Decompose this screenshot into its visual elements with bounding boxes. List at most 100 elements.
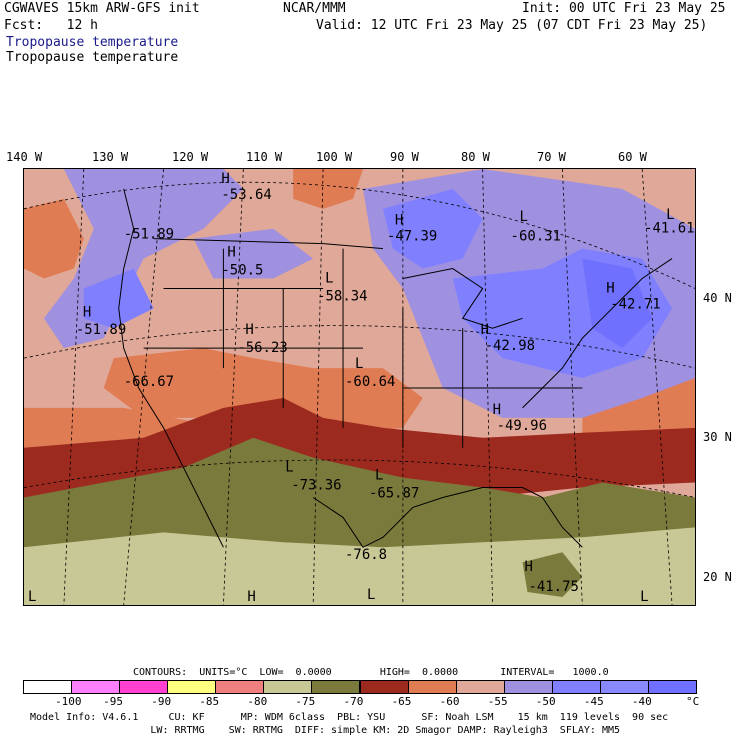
- colorbar-tick-label: -45: [583, 695, 604, 708]
- model-physics: LW: RRTMG SW: RRTMG DIFF: simple KM: 2D …: [30, 725, 621, 736]
- colorbar-swatch: [23, 680, 73, 694]
- value-label: -60.31: [511, 229, 561, 245]
- border-canada: [153, 238, 383, 250]
- valid-time: Valid: 12 UTC Fri 23 May 25 (07 CDT Fri …: [316, 18, 708, 33]
- value-label: -73.36: [291, 478, 341, 494]
- organization: NCAR/MMM: [283, 1, 346, 16]
- colorbar-tick-label: -90: [151, 695, 172, 708]
- high-marker: H: [83, 304, 91, 320]
- coastline-west: [118, 188, 224, 548]
- lon-label: 140 W: [6, 150, 43, 164]
- colorbar-tick-label: -95: [103, 695, 124, 708]
- colorbar: [23, 680, 697, 694]
- lon-label: 60 W: [618, 150, 647, 164]
- high-marker: H: [525, 559, 533, 575]
- lat-label: 20 N: [703, 570, 732, 584]
- colorbar-tick-label: -80: [247, 695, 268, 708]
- colorbar-tick-label: -70: [343, 695, 364, 708]
- graticule-line: [63, 169, 85, 605]
- colorbar-swatch: [263, 680, 313, 694]
- lon-label: 110 W: [246, 150, 283, 164]
- init-time: Init: 00 UTC Fri 23 May 25: [522, 1, 726, 16]
- colorbar-swatch: [407, 680, 457, 694]
- high-marker: H: [606, 280, 614, 296]
- field-band-olive: [24, 437, 695, 553]
- low-marker: L: [285, 460, 293, 476]
- low-marker: L: [666, 207, 674, 223]
- tropopause-temperature-map: H -53.64 -51.89 H -50.5 L -58.34 H -47.3…: [23, 168, 696, 606]
- graticule-line: [123, 169, 164, 605]
- model-info: Model Info: V4.6.1 CU: KF MP: WDM 6class…: [30, 712, 669, 723]
- lon-label: 100 W: [316, 150, 353, 164]
- colorbar-swatch: [167, 680, 217, 694]
- low-marker: L: [355, 356, 363, 372]
- value-label: -42.98: [485, 338, 535, 354]
- low-marker: L: [325, 270, 333, 286]
- value-label: -51.89: [76, 322, 126, 338]
- graticule-line: [312, 169, 324, 605]
- coastline-gulf: [312, 487, 583, 548]
- coastline-east: [522, 258, 673, 409]
- graticule-line: [223, 169, 244, 605]
- field-band-orange: [293, 169, 363, 209]
- low-marker: L: [640, 589, 648, 605]
- colorbar-swatch: [455, 680, 505, 694]
- value-label: -41.75: [528, 579, 578, 595]
- graticule-line: [24, 325, 695, 369]
- graticule-line: [641, 169, 673, 605]
- field-title-secondary: Tropopause temperature: [6, 50, 179, 65]
- lon-label: 130 W: [92, 150, 129, 164]
- field-band-orange: [24, 198, 84, 279]
- high-marker: H: [227, 245, 235, 261]
- value-label: -53.64: [221, 187, 271, 203]
- value-label: -51.89: [124, 227, 174, 243]
- model-title: CGWAVES 15km ARW-GFS init: [4, 1, 200, 16]
- colorbar-tick-label: -85: [199, 695, 220, 708]
- high-marker: H: [395, 213, 403, 229]
- low-marker: L: [520, 209, 528, 225]
- colorbar-swatch: [599, 680, 649, 694]
- field-band-blue: [382, 188, 483, 269]
- value-label: -42.71: [610, 296, 660, 312]
- graticule-line: [482, 169, 494, 605]
- colorbar-swatch: [551, 680, 601, 694]
- field-title-primary: Tropopause temperature: [6, 35, 179, 50]
- colorbar-swatch: [119, 680, 169, 694]
- low-marker: L: [375, 468, 383, 484]
- value-label: -41.61: [644, 221, 694, 237]
- low-marker: L: [28, 589, 36, 605]
- colorbar-tick-label: -100: [55, 695, 82, 708]
- graticule-line: [24, 459, 695, 498]
- value-label: -60.64: [345, 374, 395, 390]
- value-label: -47.39: [387, 229, 437, 245]
- lon-label: 120 W: [172, 150, 209, 164]
- colorbar-tick-label: -40: [631, 695, 652, 708]
- forecast-hour: Fcst: 12 h: [4, 18, 98, 33]
- lon-label: 90 W: [390, 150, 419, 164]
- graticule-line: [24, 181, 695, 289]
- high-marker: H: [481, 322, 489, 338]
- value-label: -56.23: [237, 340, 287, 356]
- value-label: -49.96: [497, 418, 547, 434]
- colorbar-tick-label: -75: [295, 695, 316, 708]
- high-marker: H: [221, 171, 229, 187]
- value-label: -50.5: [221, 263, 263, 279]
- colorbar-tick-label: -65: [391, 695, 412, 708]
- lat-label: 30 N: [703, 430, 732, 444]
- colorbar-swatch: [359, 680, 409, 694]
- colorbar-swatch: [311, 680, 361, 694]
- value-label: -58.34: [317, 288, 367, 304]
- field-band-blue: [83, 268, 154, 329]
- lon-label: 70 W: [537, 150, 566, 164]
- value-label: -66.67: [124, 374, 174, 390]
- colorbar-swatch: [215, 680, 265, 694]
- great-lakes: [402, 268, 523, 329]
- lat-label: 40 N: [703, 291, 732, 305]
- value-label: -65.87: [369, 486, 419, 502]
- colorbar-swatch: [503, 680, 553, 694]
- high-marker: H: [493, 402, 501, 418]
- colorbar-tick-label: -60: [439, 695, 460, 708]
- value-label: -76.8: [345, 547, 387, 563]
- lon-label: 80 W: [461, 150, 490, 164]
- high-marker: H: [245, 322, 253, 338]
